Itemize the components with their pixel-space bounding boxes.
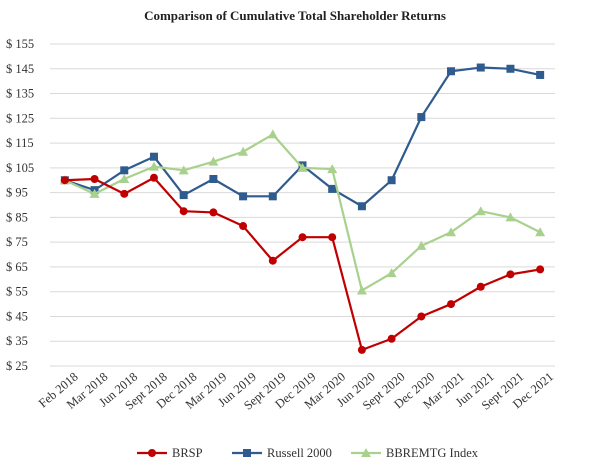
- data-point: [356, 285, 367, 295]
- data-point: [357, 345, 366, 354]
- data-point: [536, 265, 545, 274]
- y-tick-label: $ 105: [6, 161, 34, 175]
- data-point: [447, 300, 456, 309]
- y-tick-label: $ 25: [6, 359, 28, 373]
- grid-lines: [50, 43, 555, 367]
- data-point: [243, 449, 251, 457]
- data-point: [268, 192, 277, 201]
- data-point: [417, 312, 426, 321]
- series-line: [64, 66, 541, 208]
- data-point: [506, 64, 515, 73]
- data-point: [120, 166, 129, 175]
- data-point: [208, 156, 219, 166]
- data-point: [447, 67, 456, 76]
- data-point: [327, 164, 338, 174]
- data-point: [179, 207, 188, 216]
- data-point: [239, 192, 248, 201]
- data-point: [268, 256, 277, 265]
- data-point: [446, 227, 457, 237]
- series-line: [64, 176, 541, 351]
- data-point: [90, 174, 99, 183]
- y-axis-tick-labels: $ 25 $ 35 $ 45 $ 55 $ 65 $ 75 $ 85 $ 95 $ 105 $ 1…: [6, 37, 34, 373]
- legend-item: BBREMTG Index: [351, 446, 479, 460]
- data-point: [328, 184, 337, 193]
- data-point: [178, 165, 189, 175]
- data-point: [387, 334, 396, 343]
- data-point: [416, 240, 427, 250]
- data-point: [120, 189, 129, 198]
- data-point: [149, 173, 158, 182]
- legend-item: Russell 2000: [232, 446, 332, 460]
- data-point: [417, 113, 426, 122]
- legend-item: BRSP: [137, 446, 203, 460]
- y-tick-label: $ 145: [6, 62, 34, 76]
- data-point: [535, 227, 546, 237]
- legend-label: BRSP: [172, 446, 203, 460]
- data-point: [239, 222, 248, 231]
- data-point: [476, 282, 485, 291]
- series-lines: [59, 63, 546, 354]
- y-tick-label: $ 155: [6, 37, 34, 51]
- y-tick-label: $ 85: [6, 210, 28, 224]
- data-point: [475, 206, 486, 216]
- y-tick-label: $ 95: [6, 186, 28, 200]
- series-brsp: [60, 173, 545, 354]
- data-point: [505, 212, 516, 222]
- data-point: [267, 129, 278, 139]
- data-point: [476, 63, 485, 72]
- y-tick-label: $ 75: [6, 235, 28, 249]
- data-point: [148, 449, 156, 457]
- y-tick-label: $ 65: [6, 260, 28, 274]
- data-point: [149, 152, 158, 161]
- legend-label: Russell 2000: [267, 446, 332, 460]
- data-point: [60, 176, 69, 185]
- data-point: [179, 191, 188, 200]
- chart-title: Comparison of Cumulative Total Sharehold…: [144, 8, 446, 23]
- data-point: [297, 162, 308, 172]
- data-point: [119, 173, 130, 183]
- y-tick-label: $ 135: [6, 87, 34, 101]
- y-tick-label: $ 115: [6, 136, 34, 150]
- y-tick-label: $ 55: [6, 285, 28, 299]
- data-point: [148, 161, 159, 171]
- data-point: [387, 176, 396, 185]
- legend: BRSP Russell 2000 BBREMTG Index: [137, 446, 479, 460]
- data-point: [328, 233, 337, 242]
- data-point: [89, 188, 100, 198]
- y-tick-label: $ 45: [6, 309, 28, 323]
- data-point: [361, 448, 371, 457]
- data-point: [536, 70, 545, 79]
- data-point: [209, 208, 218, 217]
- data-point: [357, 202, 366, 211]
- y-tick-label: $ 35: [6, 334, 28, 348]
- data-point: [386, 268, 397, 278]
- y-tick-label: $ 125: [6, 111, 34, 125]
- data-point: [209, 174, 218, 183]
- series-bbremtg-index: [59, 129, 546, 295]
- legend-label: BBREMTG Index: [386, 446, 479, 460]
- data-point: [298, 233, 307, 242]
- data-point: [506, 270, 515, 279]
- data-point: [238, 146, 249, 156]
